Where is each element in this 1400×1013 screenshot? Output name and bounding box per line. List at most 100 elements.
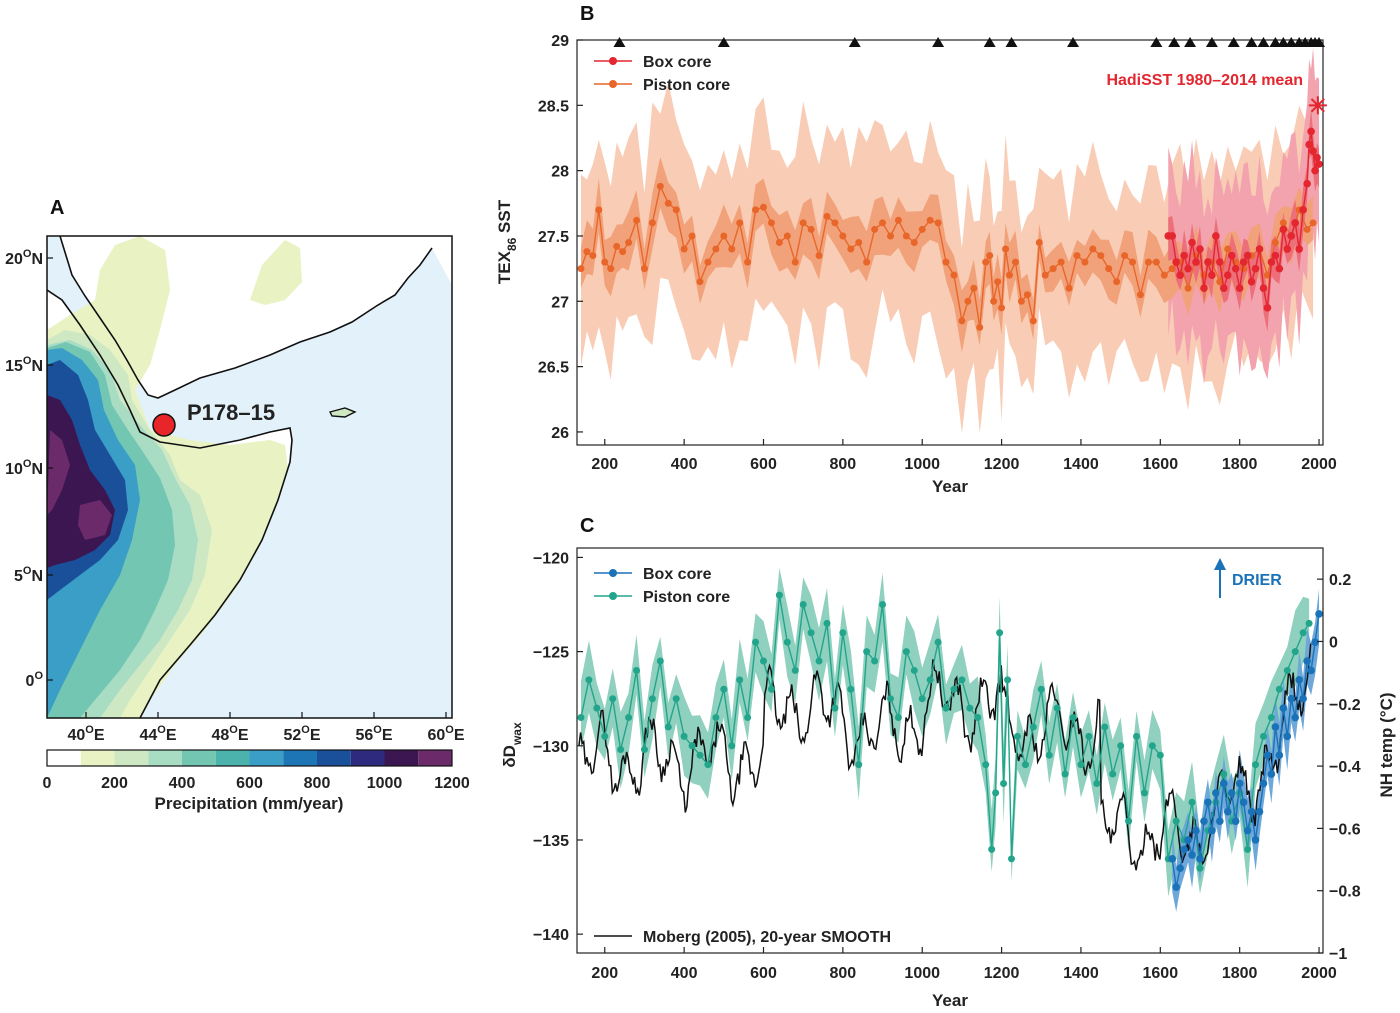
box-series-point xyxy=(1200,284,1208,293)
piston-series-point xyxy=(1117,742,1125,750)
x-tick-label: 600 xyxy=(750,456,777,473)
box-series-point xyxy=(1263,304,1272,312)
map-lon-label: 52OE xyxy=(283,724,320,744)
piston-series-point xyxy=(894,714,902,722)
box-series-point xyxy=(1299,694,1307,703)
piston-series-point xyxy=(688,742,696,750)
x-tick-label: 1600 xyxy=(1143,965,1179,982)
piston-series-point xyxy=(736,676,744,684)
plot-c-frame xyxy=(576,547,1324,954)
piston-series-point xyxy=(847,685,855,693)
piston-series-point xyxy=(994,278,1002,286)
x-tick-label: 1000 xyxy=(904,456,940,473)
piston-series-point xyxy=(1093,779,1101,787)
piston-series-point xyxy=(656,657,664,665)
piston-series-point xyxy=(1073,252,1081,260)
map-land xyxy=(47,236,452,718)
piston-series-point xyxy=(704,761,712,769)
colorbar-segment xyxy=(80,750,115,766)
box-series-point xyxy=(1219,779,1228,788)
colorbar-label: Precipitation (mm/year) xyxy=(155,794,344,813)
piston-series-point xyxy=(1069,714,1077,722)
piston-series-point xyxy=(1097,252,1105,260)
y-tick-label: 27 xyxy=(551,294,569,311)
piston-series-point xyxy=(910,239,918,246)
x-tick-label: 1600 xyxy=(1143,456,1179,473)
box-series-point xyxy=(1168,232,1177,240)
panel-b-chart: B 200 400 600 800 1000 1200 1400 1600 1800 2000 26… xyxy=(495,3,1337,496)
piston-series-point xyxy=(1011,258,1019,266)
box-series-point xyxy=(1315,610,1323,618)
box-series-point xyxy=(1255,807,1264,816)
piston-series-point xyxy=(1168,265,1176,273)
y2-tick-label: 0.2 xyxy=(1329,572,1351,589)
drier-annotation: DRIER xyxy=(1214,558,1282,598)
piston-series-point xyxy=(1101,723,1109,731)
age-control-triangle xyxy=(1184,37,1197,47)
piston-series-point xyxy=(1196,864,1204,872)
map-lon-label: 40OE xyxy=(67,724,104,744)
box-series-point xyxy=(1184,836,1192,844)
piston-series-point xyxy=(799,601,807,609)
box-series-point xyxy=(1255,245,1264,253)
box-series-point xyxy=(1239,258,1248,266)
piston-series-point xyxy=(918,225,926,233)
piston-series-point xyxy=(998,304,1006,312)
piston-series-point xyxy=(926,676,934,684)
x-tick-label: 400 xyxy=(671,965,698,982)
x-tick-label: 1800 xyxy=(1222,456,1258,473)
piston-series-point xyxy=(855,761,863,769)
piston-series-point xyxy=(823,619,831,627)
y-tick-label: 28 xyxy=(551,164,569,181)
x-tick-label: 1800 xyxy=(1222,965,1258,982)
colorbar-tick-label: 200 xyxy=(101,775,128,792)
box-series-point xyxy=(1295,245,1303,253)
piston-series-point xyxy=(1049,265,1057,273)
plot-c-legend: Box core Piston core Moberg (2005), 20-y… xyxy=(594,566,891,946)
piston-series-point xyxy=(1299,629,1307,637)
piston-series-point xyxy=(988,845,996,853)
map-lat-label: 5ON xyxy=(14,565,43,585)
piston-series-point xyxy=(815,252,823,260)
box-series-point xyxy=(1216,817,1224,825)
piston-series-point xyxy=(974,714,982,722)
box-series-point xyxy=(1196,855,1204,863)
age-control-triangle xyxy=(613,37,626,47)
plot-c-area xyxy=(577,568,1323,912)
piston-series-point xyxy=(1017,297,1025,305)
y-tick-label: 27.5 xyxy=(538,229,569,246)
colorbar-frame xyxy=(46,749,453,767)
piston-series-point xyxy=(976,323,984,331)
y-tick-label: −130 xyxy=(533,739,569,756)
piston-series-point xyxy=(1004,676,1012,684)
map-lon-label: 48OE xyxy=(211,724,248,744)
piston-series-point xyxy=(964,297,972,305)
panel-c-label: C xyxy=(580,515,594,537)
piston-series-point xyxy=(696,278,704,286)
piston-series-point xyxy=(1156,751,1164,759)
piston-series-point xyxy=(1172,817,1180,825)
box-series-point xyxy=(1212,789,1220,797)
colorbar-segment xyxy=(47,750,81,766)
hadisst-star xyxy=(1310,98,1325,113)
age-control-triangle xyxy=(848,37,861,47)
legend-c-piston: Piston core xyxy=(643,589,730,606)
piston-series-point xyxy=(1188,798,1196,806)
piston-series-point xyxy=(839,232,847,240)
box-series-point xyxy=(1172,883,1180,891)
piston-series-point xyxy=(1283,666,1291,674)
piston-series-point xyxy=(1077,761,1085,769)
piston-series-point xyxy=(996,629,1004,637)
box-series-point xyxy=(1309,147,1317,155)
piston-series-point xyxy=(847,245,855,253)
box-series-point xyxy=(1307,666,1315,675)
piston-series-point xyxy=(1121,252,1129,260)
colorbar-tick-label: 0 xyxy=(43,775,52,792)
piston-series-point xyxy=(902,648,910,656)
box-series-point xyxy=(1176,864,1184,873)
age-control-triangle xyxy=(1245,37,1258,47)
y-tick-label: 26 xyxy=(551,425,569,442)
piston-series-point xyxy=(958,676,966,684)
piston-series-point xyxy=(672,695,680,703)
